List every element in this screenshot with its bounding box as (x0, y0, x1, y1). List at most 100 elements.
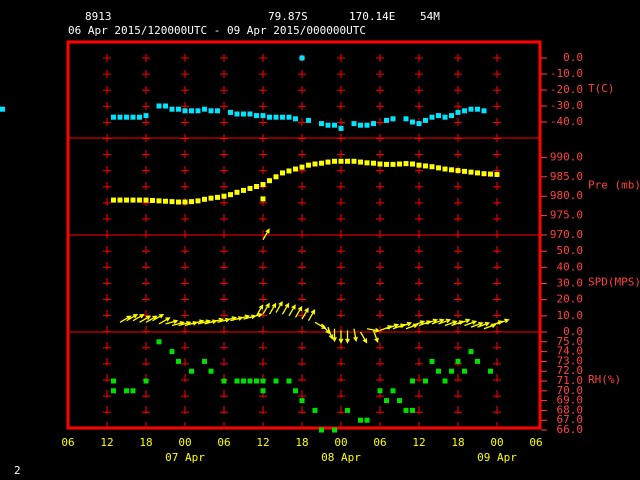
data-point (293, 388, 298, 394)
data-point (208, 195, 214, 201)
data-point (299, 398, 305, 404)
period: 06 Apr 2015/120000UTC - 09 Apr 2015/0000… (68, 24, 366, 37)
data-point (202, 106, 207, 112)
data-point (488, 368, 493, 374)
data-point (202, 358, 207, 364)
station-id: 8913 (85, 10, 112, 23)
data-point (371, 121, 376, 127)
wind-arrow (359, 331, 368, 344)
data-point (111, 388, 116, 394)
data-point (169, 199, 175, 205)
data-point (221, 378, 227, 384)
data-point (241, 187, 246, 193)
data-point (117, 114, 123, 120)
data-point (384, 398, 389, 404)
data-point (429, 164, 435, 170)
data-point (312, 407, 318, 413)
data-point (267, 114, 272, 120)
data-point (462, 368, 467, 374)
data-point (260, 182, 266, 188)
data-point (221, 193, 227, 199)
data-point (182, 199, 188, 205)
data-point (364, 160, 370, 166)
data-point (358, 159, 363, 165)
data-point (189, 368, 194, 374)
data-point (234, 189, 240, 195)
data-point (195, 198, 201, 204)
data-point (306, 117, 311, 123)
data-point (312, 161, 318, 167)
wind-arrow (126, 313, 139, 322)
data-point (397, 398, 402, 404)
data-point (143, 378, 149, 384)
data-point (163, 198, 168, 204)
axis-label: T(C) (588, 82, 615, 95)
data-point (156, 198, 162, 204)
data-point (455, 109, 461, 115)
wind-arrow (425, 318, 439, 325)
data-point (397, 161, 402, 167)
wind-arrow (327, 326, 334, 340)
data-point (345, 158, 350, 164)
data-point (299, 55, 305, 61)
y-tick-label: 71.0 (557, 374, 584, 387)
wind-arrow (152, 313, 165, 322)
data-point (377, 161, 383, 167)
data-point (260, 113, 266, 119)
data-point (254, 184, 259, 189)
data-point (429, 114, 435, 120)
data-point (286, 378, 292, 384)
wind-arrow (431, 318, 445, 325)
y-tick-label: 0.0 (563, 51, 583, 64)
wind-arrow (496, 318, 510, 325)
data-point (176, 106, 181, 112)
data-point (371, 160, 376, 166)
wind-arrow (457, 318, 471, 325)
data-point (442, 378, 448, 384)
x-tick-label: 12 (412, 436, 425, 449)
data-point (260, 196, 266, 202)
wind-arrow (338, 330, 344, 344)
x-tick-label: 06 (61, 436, 74, 449)
data-point (403, 161, 409, 167)
data-point (254, 113, 259, 119)
data-point (319, 160, 324, 166)
data-point (319, 427, 324, 433)
y-tick-label: -30.0 (550, 99, 583, 112)
data-point (403, 116, 409, 122)
wind-arrow (268, 302, 277, 315)
wind-arrow (366, 327, 381, 333)
data-point (345, 407, 350, 413)
x-tick-label: 06 (217, 436, 230, 449)
data-point (429, 358, 435, 364)
wind-arrow (255, 304, 264, 317)
data-point (176, 199, 181, 205)
y-tick-label: 75.0 (557, 335, 584, 348)
data-point (416, 121, 422, 127)
data-point (228, 192, 233, 198)
data-point (137, 197, 142, 203)
data-point (332, 427, 337, 433)
elevation: 54M (420, 10, 440, 23)
y-tick-label: 970.0 (550, 228, 583, 241)
data-point (423, 117, 428, 123)
data-point (176, 358, 181, 364)
data-point (111, 197, 116, 203)
data-point (286, 114, 292, 120)
y-tick-label: 985.0 (550, 170, 583, 183)
data-point (260, 388, 266, 394)
wind-arrow (372, 330, 379, 344)
data-point (319, 121, 324, 127)
data-point (280, 170, 285, 176)
data-point (130, 388, 136, 394)
data-point (0, 106, 5, 112)
data-point (390, 116, 396, 122)
y-tick-label: 20.0 (557, 293, 584, 306)
data-point (403, 407, 409, 413)
data-point (468, 106, 474, 112)
wind-arrow (332, 328, 337, 343)
data-point (247, 111, 253, 117)
data-point (455, 358, 461, 364)
y-tick-label: 0.0 (563, 325, 583, 338)
data-point (384, 161, 389, 167)
